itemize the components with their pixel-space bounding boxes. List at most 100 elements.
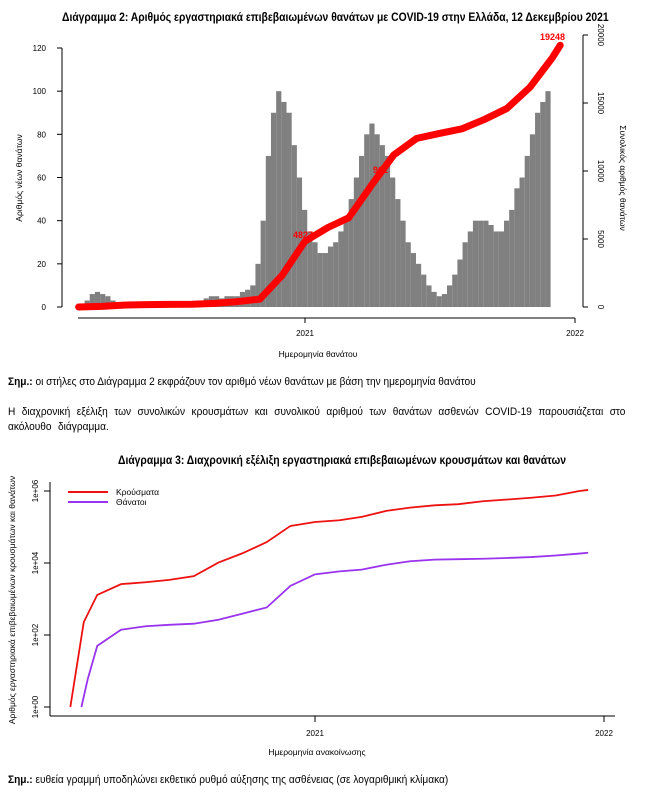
bar: [94, 291, 101, 307]
bar: [260, 220, 266, 307]
bar: [426, 285, 432, 307]
annotation-label: 4827: [293, 230, 313, 240]
bar: [296, 177, 303, 307]
note-text: οι στήλες στο Διάγραμμα 2 εκφράζουν τον …: [32, 376, 476, 388]
bar: [89, 294, 95, 307]
bar: [529, 134, 536, 307]
bar: [250, 285, 256, 307]
y-right-tick-label: 15000: [596, 92, 605, 115]
series-line-1: [80, 551, 589, 708]
bar: [519, 177, 525, 307]
y-right-tick-label: 10000: [596, 160, 605, 183]
chart2: 0 20 40 60 80 100 120 0 5000 10000 15000 20000 2021 2…: [14, 24, 628, 359]
y-tick-label: 40: [37, 217, 46, 226]
y-axis-label: Αριθμός εργαστηριακά επιβεβαιωμένων κρου…: [7, 476, 17, 724]
chart3-note: Σημ.: ευθεία γραμμή υποδηλώνει εκθετικό …: [8, 774, 448, 786]
bar: [483, 220, 489, 307]
note-label: Σημ.:: [8, 376, 33, 388]
bar: [535, 112, 541, 307]
bar: [503, 220, 510, 307]
paragraph: Η διαχρονική εξέλιξη των συνολικών κρουσ…: [8, 406, 626, 433]
bar: [343, 220, 349, 307]
bar: [472, 220, 479, 307]
bar: [410, 253, 416, 307]
bar: [286, 112, 292, 307]
bar: [421, 274, 427, 307]
y-axis-label: Αριθμός νέων θανάτων: [14, 134, 24, 221]
y-tick-label: 20: [37, 260, 46, 269]
y-tick-label: 80: [37, 130, 46, 139]
bar: [540, 101, 546, 307]
legend-label: Κρούσματα: [116, 487, 159, 497]
y-right-tick-label: 20000: [596, 24, 605, 47]
bar: [270, 112, 277, 307]
bar: [100, 294, 106, 307]
bar: [327, 246, 334, 307]
bar: [488, 224, 494, 307]
bar: [462, 242, 468, 307]
bar: [105, 296, 111, 307]
bar: [514, 188, 520, 307]
bar: [317, 253, 323, 307]
bar: [447, 285, 453, 307]
bar: [524, 155, 530, 307]
legend-label: Θάνατοι: [116, 497, 147, 507]
x-tick-label: 2022: [595, 729, 613, 738]
x-axis-label: Ημερομηνία ανακοίνωσης: [268, 747, 365, 757]
bar: [509, 209, 515, 307]
chart2-note: Σημ.: οι στήλες στο Διάγραμμα 2 εκφράζου…: [8, 376, 476, 388]
series-line-0: [69, 489, 589, 708]
note-text: ευθεία γραμμή υποδηλώνει εκθετικό ρυθμό …: [32, 774, 449, 786]
bar: [467, 231, 473, 307]
y-right-tick-label: 0: [596, 305, 605, 310]
y-right-tick-label: 5000: [596, 230, 605, 248]
y-tick-label: 120: [33, 44, 47, 53]
bar: [441, 294, 448, 307]
bar: [452, 274, 458, 307]
bar: [281, 101, 287, 307]
y-tick-label: 100: [33, 87, 47, 96]
x-tick-label: 2022: [566, 329, 584, 338]
chart3-title: Διάγραμμα 3: Διαχρονική εξέλιξη εργαστηρ…: [118, 455, 566, 467]
bar: [545, 91, 551, 308]
bar: [390, 177, 396, 307]
bar: [307, 231, 313, 307]
x-axis-label: Ημερομηνία θανάτου: [279, 349, 358, 359]
bar: [338, 231, 344, 307]
bar: [255, 263, 261, 307]
x-tick-label: 2021: [306, 729, 324, 738]
bar: [400, 220, 406, 307]
bar: [493, 231, 499, 307]
bar: [265, 155, 271, 307]
annotation-label: 961: [373, 165, 388, 175]
bar: [364, 134, 370, 307]
y-tick-label: 60: [37, 174, 46, 183]
bar: [405, 242, 411, 307]
bar: [348, 199, 354, 307]
y-tick-label: 1e+02: [31, 623, 40, 646]
bar: [359, 155, 365, 307]
y-tick-label: 1e+04: [31, 551, 40, 574]
annotation-label: 19248: [540, 32, 565, 42]
bar: [436, 296, 442, 307]
bar: [374, 134, 380, 307]
bar: [312, 242, 318, 307]
bar: [384, 155, 391, 307]
bar: [276, 91, 282, 308]
y-tick-label: 0: [42, 303, 47, 312]
cumulative-line: [75, 41, 564, 311]
note-label: Σημ.:: [8, 774, 33, 786]
y-tick-label: 1e+00: [31, 695, 40, 718]
bar: [369, 123, 375, 308]
bar: [498, 231, 505, 307]
x-tick-label: 2021: [296, 329, 314, 338]
bar: [353, 177, 360, 307]
bar: [322, 253, 328, 307]
y-tick-label: 1e+06: [31, 479, 40, 502]
bar: [415, 263, 422, 307]
chart2-title: Διάγραμμα 2: Αριθμός εργαστηριακά επιβεβ…: [62, 12, 609, 24]
bar: [395, 199, 401, 307]
bar: [431, 291, 437, 307]
bar: [291, 145, 297, 307]
y-axis-label-right: Συνολικός αριθμός θανάτων: [618, 125, 628, 231]
